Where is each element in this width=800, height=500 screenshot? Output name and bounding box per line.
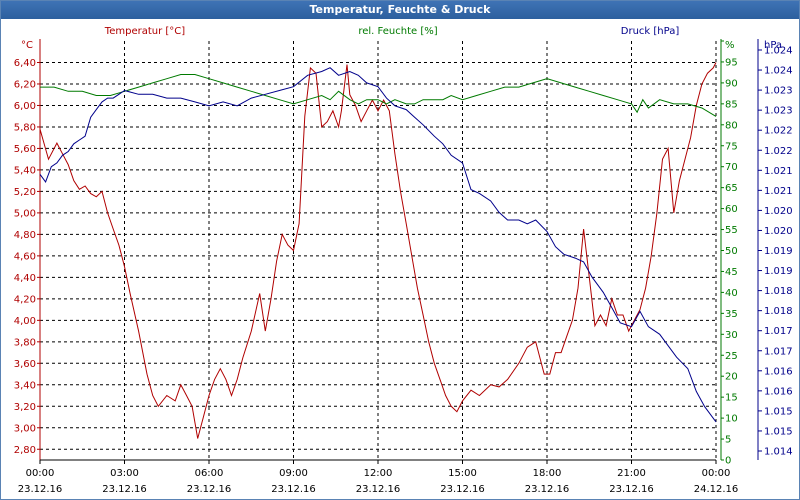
pressure-line (39, 67, 717, 423)
x-tick-date: 23.12.16 (609, 484, 654, 495)
window-title: Temperatur, Feuchte & Druck (1, 1, 799, 19)
x-tick-date: 23.12.16 (18, 484, 63, 495)
humidity-tick-label: 15 (725, 393, 738, 404)
x-tick-date: 24.12.16 (694, 484, 739, 495)
temperature-tick-label: 3,00 (14, 423, 36, 434)
humidity-tick-label: 90 (725, 78, 738, 89)
x-tick-date: 23.12.16 (356, 484, 401, 495)
pressure-tick-label: 1.018 (764, 286, 793, 297)
x-tick-date: 23.12.16 (440, 484, 485, 495)
x-tick-time: 00:00 (26, 468, 55, 479)
temperature-tick-label: 5,60 (14, 144, 36, 155)
humidity-tick-label: 45 (725, 267, 738, 278)
humidity-tick-label: 95 (725, 57, 738, 68)
pressure-tick-label: 1.023 (764, 106, 793, 117)
humidity-tick-label: 0 (725, 456, 731, 467)
humidity-tick-label: 85 (725, 99, 738, 110)
pressure-tick-label: 1.015 (764, 406, 793, 417)
series-lines (39, 62, 717, 439)
temperature-tick-label: 6,20 (14, 79, 36, 90)
pressure-tick-label: 1.021 (764, 186, 793, 197)
x-tick-time: 18:00 (533, 468, 562, 479)
x-tick-time: 03:00 (110, 468, 139, 479)
pressure-tick-label: 1.022 (764, 146, 793, 157)
humidity-tick-label: 40 (725, 288, 738, 299)
pressure-tick-label: 1.019 (764, 266, 793, 277)
pressure-tick-label: 1.014 (764, 447, 793, 458)
temperature-tick-label: 4,80 (14, 230, 36, 241)
x-tick-date: 23.12.16 (187, 484, 232, 495)
humidity-tick-label: 5 (725, 435, 731, 446)
humidity-tick-label: 10 (725, 414, 738, 425)
humidity-tick-label: 50 (725, 246, 738, 257)
humidity-tick-label: 80 (725, 120, 738, 131)
pressure-tick-label: 1.015 (764, 426, 793, 437)
temperature-tick-label: 4,60 (14, 251, 36, 262)
humidity-tick-label: 30 (725, 330, 738, 341)
pressure-tick-label: 1.021 (764, 166, 793, 177)
temperature-line (39, 62, 717, 439)
temperature-tick-label: 5,20 (14, 187, 36, 198)
tick-labels: 2,80 3,00 3,20 3,40 3,60 3,80 4,00 4,20 4,40 4,60… (14, 26, 793, 495)
pressure-tick-label: 1.018 (764, 306, 793, 317)
humidity-legend: rel. Feuchte [%] (358, 26, 437, 37)
pressure-tick-label: 1.016 (764, 386, 793, 397)
pressure-tick-label: 1.020 (764, 226, 793, 237)
x-tick-time: 06:00 (195, 468, 224, 479)
humidity-tick-label: 25 (725, 351, 738, 362)
temperature-legend: Temperatur [°C] (104, 26, 185, 37)
temperature-tick-label: 4,00 (14, 316, 36, 327)
temperature-tick-label: 4,40 (14, 273, 36, 284)
axes (37, 39, 762, 464)
x-tick-time: 21:00 (617, 468, 646, 479)
temperature-tick-label: 5,00 (14, 208, 36, 219)
pressure-tick-label: 1.023 (764, 86, 793, 97)
x-tick-date: 23.12.16 (525, 484, 570, 495)
pressure-tick-label: 1.017 (764, 346, 793, 357)
temperature-tick-label: 6,40 (14, 58, 36, 69)
grid (39, 41, 717, 460)
x-tick-date: 23.12.16 (271, 484, 316, 495)
humidity-tick-label: 20 (725, 372, 738, 383)
x-tick-time: 15:00 (448, 468, 477, 479)
pressure-unit: hPa (764, 40, 782, 51)
temperature-tick-label: 3,20 (14, 402, 36, 413)
temperature-tick-label: 3,60 (14, 359, 36, 370)
temperature-unit: °C (21, 40, 33, 51)
temperature-tick-label: 6,00 (14, 101, 36, 112)
temperature-tick-label: 2,80 (14, 445, 36, 456)
pressure-tick-label: 1.019 (764, 246, 793, 257)
humidity-tick-label: % (725, 40, 735, 51)
humidity-tick-label: 35 (725, 309, 738, 320)
pressure-tick-label: 1.016 (764, 366, 793, 377)
humidity-tick-label: 75 (725, 141, 738, 152)
pressure-tick-label: 1.020 (764, 206, 793, 217)
humidity-tick-label: 60 (725, 204, 738, 215)
temperature-tick-label: 3,40 (14, 380, 36, 391)
pressure-tick-label: 1.024 (764, 66, 793, 77)
temperature-tick-label: 5,80 (14, 122, 36, 133)
x-tick-time: 00:00 (702, 468, 731, 479)
pressure-tick-label: 1.017 (764, 326, 793, 337)
temperature-tick-label: 4,20 (14, 294, 36, 305)
humidity-tick-label: 70 (725, 162, 738, 173)
humidity-tick-label: 55 (725, 225, 738, 236)
temperature-tick-label: 3,80 (14, 337, 36, 348)
pressure-legend: Druck [hPa] (621, 26, 680, 37)
pressure-tick-label: 1.024 (764, 46, 793, 57)
humidity-tick-label: 65 (725, 183, 738, 194)
temperature-tick-label: 5,40 (14, 165, 36, 176)
x-tick-date: 23.12.16 (102, 484, 147, 495)
x-tick-time: 09:00 (279, 468, 308, 479)
pressure-tick-label: 1.022 (764, 126, 793, 137)
x-tick-time: 12:00 (364, 468, 393, 479)
